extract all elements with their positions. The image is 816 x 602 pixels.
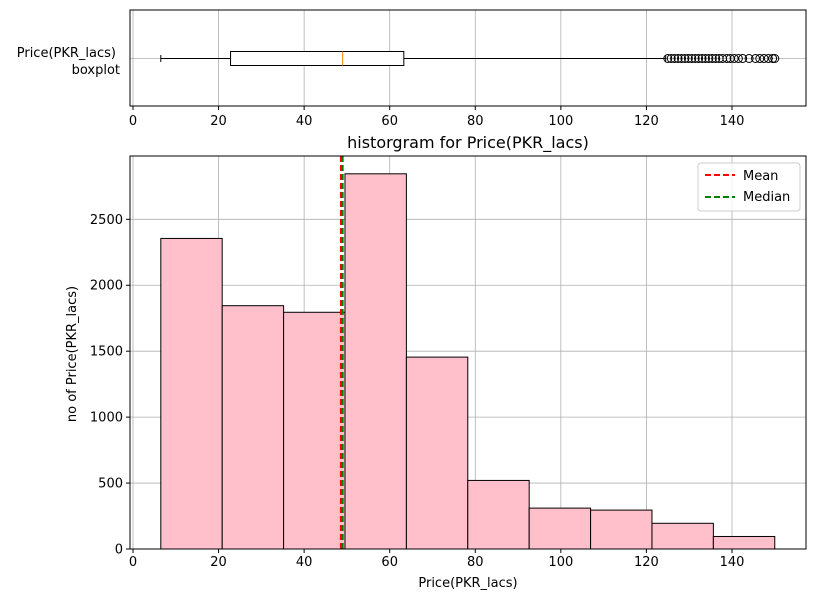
histogram-x-tick-label: 120 (634, 555, 659, 570)
histogram-x-tick-label: 0 (129, 555, 137, 570)
histogram-reference-lines (339, 156, 344, 549)
boxplot-x-tick-label: 120 (634, 114, 659, 129)
boxplot-outlier (697, 54, 707, 63)
boxplot-outlier (680, 54, 690, 63)
boxplot-outlier (768, 54, 778, 63)
boxplot-x-tick-label: 0 (129, 114, 137, 129)
boxplot-x-tick-label: 40 (296, 114, 313, 129)
boxplot-outlier (666, 54, 676, 63)
histogram-panel: historgram for Price(PKR_lacs) 0 20 40 60 80… (65, 133, 807, 591)
boxplot-outlier (707, 54, 717, 63)
boxplot-outlier (738, 54, 748, 63)
histogram-y-tick-label: 500 (98, 477, 123, 492)
histogram-x-tick-label: 80 (467, 555, 484, 570)
boxplot-outlier (711, 54, 721, 63)
boxplot-outlier (759, 54, 769, 63)
boxplot-outlier (663, 54, 673, 63)
histogram-x-ticks: 0 20 40 60 80 100 120 140 (129, 549, 745, 570)
histogram-bar (528, 507, 592, 550)
histogram-bar (405, 356, 469, 550)
boxplot-x-tick-label: 80 (467, 114, 484, 129)
histogram-x-tick-label: 60 (381, 555, 398, 570)
histogram-bar (221, 305, 285, 550)
boxplot-frame (129, 9, 807, 107)
boxplot-outlier (744, 54, 754, 63)
histogram-y-tick-label: 1000 (90, 411, 123, 426)
boxplot-outlier (763, 54, 773, 63)
boxplot-outlier (733, 54, 743, 63)
histogram-bars (160, 173, 776, 550)
boxplot-outlier (683, 54, 693, 63)
histogram-x-tick-label: 40 (296, 555, 313, 570)
histogram-x-tick-label: 100 (548, 555, 573, 570)
histogram-bar (590, 509, 653, 550)
boxplot-x-tick-label: 140 (720, 114, 745, 129)
boxplot-outlier (673, 54, 683, 63)
boxplot-ylabel-line2: boxplot (72, 63, 120, 78)
histogram-x-tick-label: 20 (210, 555, 227, 570)
legend-mean-label: Mean (743, 169, 778, 184)
legend-median-label: Median (743, 190, 790, 205)
boxplot-x-tick-label: 20 (210, 114, 227, 129)
legend: Mean Median (697, 162, 801, 212)
boxplot-ylabel-line1: Price(PKR_lacs) (17, 46, 116, 61)
histogram-x-tick-label: 140 (720, 555, 745, 570)
boxplot-outlier (704, 54, 714, 63)
histogram-y-tick-label: 2000 (90, 279, 123, 294)
boxplot-x-tick-label: 100 (548, 114, 573, 129)
histogram-frame (129, 155, 807, 550)
histogram-y-ticks: 0 500 1000 1500 2000 2500 (90, 213, 130, 558)
histogram-bar (651, 522, 714, 550)
boxplot-outlier (751, 54, 761, 63)
histogram-y-tick-label: 2500 (90, 213, 123, 228)
boxplot-outlier (722, 54, 732, 63)
histogram-y-tick-label: 0 (115, 543, 123, 558)
histogram-xlabel: Price(PKR_lacs) (418, 576, 517, 591)
boxplot-x-ticks: 0 20 40 60 80 100 120 140 (129, 106, 745, 129)
boxplot-outlier (729, 54, 739, 63)
boxplot-outlier (700, 54, 710, 63)
histogram-bar (712, 535, 776, 550)
boxplot-outlier (687, 54, 697, 63)
boxplot-outlier (770, 54, 780, 63)
boxplot-outlier (690, 54, 700, 63)
histogram-title: historgram for Price(PKR_lacs) (347, 133, 589, 153)
histogram-y-tick-label: 1500 (90, 345, 123, 360)
histogram-bar (160, 237, 223, 550)
histogram-bar (283, 311, 346, 550)
boxplot-panel: 0 20 40 60 80 100 120 140 Price(PKR_lacs) boxpl… (17, 9, 807, 129)
histogram-ylabel: no of Price(PKR_lacs) (65, 286, 80, 422)
boxplot-outlier (676, 54, 686, 63)
boxplot-outlier (755, 54, 765, 63)
boxplot-marks (160, 51, 780, 66)
histogram-bar (344, 173, 407, 550)
boxplot-outlier (694, 54, 704, 63)
boxplot-x-tick-label: 60 (381, 114, 398, 129)
histogram-bar (467, 479, 530, 550)
boxplot-box (230, 51, 405, 66)
boxplot-outlier (670, 54, 680, 63)
